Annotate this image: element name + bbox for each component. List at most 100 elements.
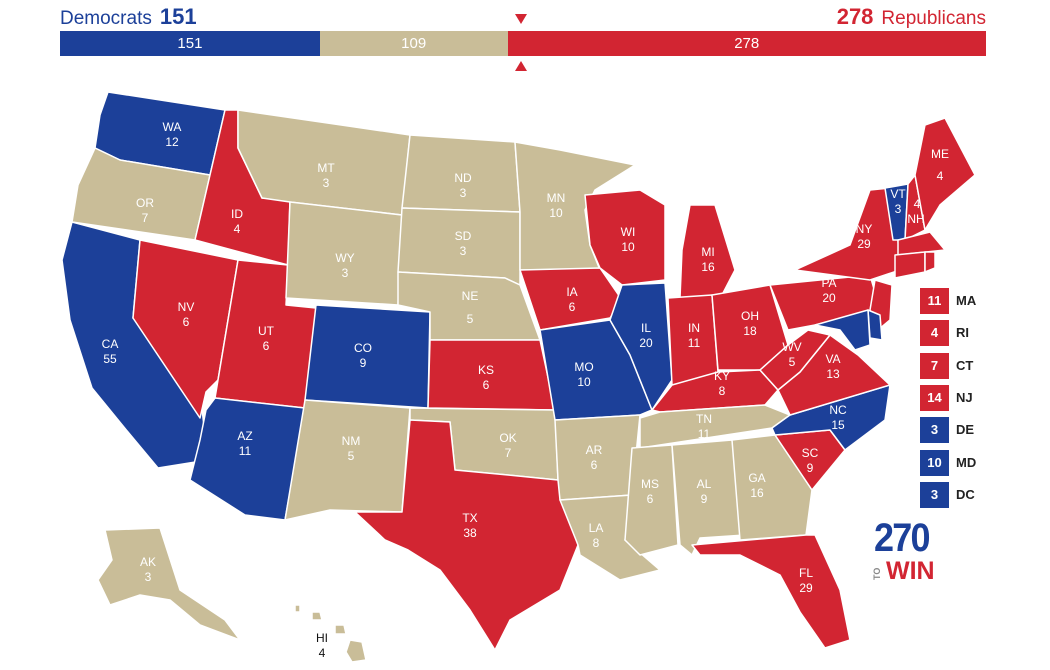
state-TX[interactable] (329, 419, 579, 651)
state-AK[interactable] (97, 527, 241, 641)
tossup-bar-segment[interactable]: 109 (319, 31, 508, 56)
dem-bar-segment[interactable]: 151 (60, 31, 320, 56)
svg-text:AK: AK (140, 555, 156, 569)
svg-text:NH: NH (907, 212, 924, 226)
svg-text:VA: VA (825, 352, 840, 366)
legend-item-md[interactable]: 10 MD (920, 450, 1030, 476)
svg-text:KY: KY (714, 369, 730, 383)
svg-text:6: 6 (591, 458, 598, 472)
svg-text:9: 9 (360, 356, 367, 370)
svg-text:MO: MO (574, 360, 593, 374)
label-VT: VT3 (890, 187, 906, 216)
svg-text:55: 55 (103, 352, 117, 366)
rep-bar-segment[interactable]: 278 (507, 31, 986, 56)
legend-state-label: CT (956, 358, 974, 373)
label-WV: WV5 (782, 340, 801, 369)
legend-ev-box: 3 (920, 417, 949, 443)
270towin-logo[interactable]: 270 TO WIN (870, 516, 950, 586)
state-RI[interactable] (924, 251, 936, 273)
svg-text:5: 5 (789, 355, 796, 369)
state-FL[interactable] (691, 534, 851, 649)
label-KS: KS6 (478, 363, 494, 392)
democrats-label: Democrats (60, 8, 152, 29)
legend-state-label: MD (956, 455, 977, 470)
legend-state-label: RI (956, 325, 969, 340)
label-OR: OR7 (136, 196, 154, 225)
svg-text:WI: WI (621, 225, 636, 239)
svg-text:OR: OR (136, 196, 154, 210)
logo-number: 270 (874, 516, 930, 560)
svg-text:MS: MS (641, 477, 659, 491)
state-CT[interactable] (894, 251, 926, 279)
svg-text:ID: ID (231, 207, 243, 221)
state-ME[interactable] (914, 117, 976, 231)
svg-text:4: 4 (319, 646, 326, 660)
svg-text:NM: NM (342, 434, 361, 448)
svg-text:16: 16 (750, 486, 764, 500)
svg-text:ND: ND (454, 171, 472, 185)
state-WV[interactable] (759, 329, 831, 391)
svg-text:WY: WY (335, 251, 354, 265)
svg-text:5: 5 (348, 449, 355, 463)
label-HI: HI4 (316, 631, 328, 660)
svg-text:10: 10 (621, 240, 635, 254)
label-LA: LA8 (589, 521, 604, 550)
state-NM[interactable] (284, 399, 411, 521)
svg-text:NV: NV (178, 300, 195, 314)
svg-text:20: 20 (822, 291, 836, 305)
svg-text:6: 6 (647, 492, 654, 506)
legend-item-ct[interactable]: 7 CT (920, 353, 1030, 379)
legend-item-de[interactable]: 3 DE (920, 417, 1030, 443)
svg-text:15: 15 (831, 418, 845, 432)
svg-text:NC: NC (829, 403, 847, 417)
svg-text:11: 11 (239, 444, 252, 458)
svg-text:6: 6 (569, 300, 576, 314)
svg-text:10: 10 (549, 206, 563, 220)
label-MT: MT3 (317, 161, 335, 190)
state-HI[interactable] (294, 604, 367, 663)
svg-text:6: 6 (183, 315, 190, 329)
svg-text:IL: IL (641, 321, 651, 335)
legend-state-label: DE (956, 422, 975, 437)
legend-state-label: NJ (956, 390, 973, 405)
legend-item-dc[interactable]: 3 DC (920, 482, 1030, 508)
label-IA: IA6 (566, 285, 577, 314)
state-MD[interactable] (814, 309, 871, 351)
legend-item-nj[interactable]: 14 NJ (920, 385, 1030, 411)
label-UT: UT6 (258, 324, 275, 353)
legend-ev-box: 7 (920, 353, 949, 379)
label-AK: AK3 (140, 555, 156, 584)
svg-text:16: 16 (701, 260, 715, 274)
svg-text:4: 4 (234, 222, 241, 236)
svg-text:CO: CO (354, 341, 372, 355)
svg-text:AZ: AZ (237, 429, 252, 443)
legend-item-ri[interactable]: 4 RI (920, 320, 1030, 346)
svg-text:NY: NY (856, 222, 873, 236)
state-NY[interactable] (794, 187, 901, 281)
svg-text:3: 3 (323, 176, 330, 190)
logo-to: TO (872, 567, 882, 580)
svg-text:9: 9 (807, 461, 814, 475)
legend-item-ma[interactable]: 11 MA (920, 288, 1030, 314)
label-NV: NV6 (178, 300, 195, 329)
state-CO[interactable] (304, 304, 431, 409)
svg-text:11: 11 (698, 427, 711, 441)
svg-text:SC: SC (802, 446, 819, 460)
label-NH: 4NH (907, 197, 924, 226)
svg-text:TN: TN (696, 412, 712, 426)
svg-text:TX: TX (462, 511, 477, 525)
svg-text:CA: CA (102, 337, 119, 351)
state-MS[interactable] (624, 444, 679, 556)
state-WI[interactable] (584, 189, 666, 286)
legend-ev-box: 11 (920, 288, 949, 314)
republicans-header: 278 Republicans (837, 5, 986, 31)
svg-text:GA: GA (748, 471, 765, 485)
state-MA[interactable] (897, 231, 946, 256)
state-AR[interactable] (554, 414, 641, 501)
